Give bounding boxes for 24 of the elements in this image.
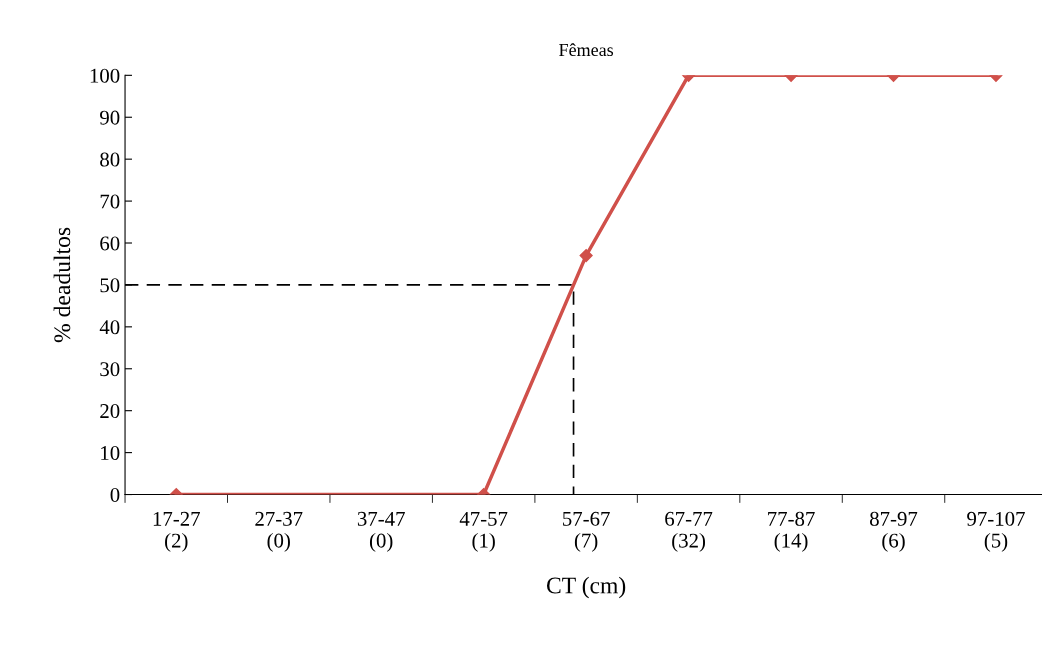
y-tick-label: 100 — [90, 68, 120, 83]
x-tick-label: 77-87 (14) — [768, 511, 815, 552]
y-tick-label: 20 — [100, 404, 120, 419]
x-tick-label: 17-27 (2) — [153, 511, 200, 552]
y-tick-label: 70 — [100, 194, 120, 209]
y-tick-label: 60 — [100, 236, 120, 251]
y-tick-label: 30 — [100, 362, 120, 377]
y-tick-label: 40 — [99, 320, 120, 335]
x-tick-label: 67-77 (32) — [665, 511, 713, 552]
x-tick-label: 37-47 (0) — [357, 511, 405, 552]
x-axis-title: CT (cm) — [546, 576, 626, 599]
x-tick-label: 47-57 (1) — [459, 511, 508, 552]
point — [579, 248, 593, 263]
x-tick-label: 57-67 (7) — [563, 511, 610, 552]
y-tick-label: 0 — [110, 487, 120, 502]
y-tick-label: 90 — [100, 110, 120, 125]
y-axis-title: % deadultos — [53, 227, 71, 343]
y-tick-label: 80 — [100, 152, 120, 167]
x-tick-label: 87-97 (6) — [870, 511, 918, 552]
x-tick-label: 27-37 (0) — [255, 511, 303, 552]
x-tick-label: 97-107 (5) — [967, 511, 1025, 552]
y-tick-label: 50 — [100, 278, 120, 293]
y-tick-label: 10 — [101, 445, 120, 461]
chart-title: Fêmeas — [559, 43, 614, 57]
